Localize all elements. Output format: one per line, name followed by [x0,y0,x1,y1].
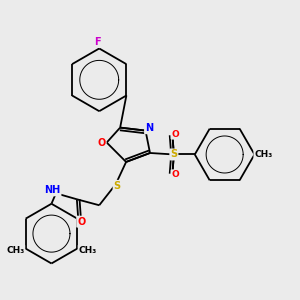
Text: O: O [97,137,106,148]
Text: CH₃: CH₃ [79,245,97,254]
Text: NH: NH [44,185,61,195]
Text: S: S [114,181,121,191]
Text: O: O [77,217,86,227]
Text: N: N [145,123,153,133]
Text: CH₃: CH₃ [6,245,24,254]
Text: O: O [172,130,179,139]
Text: S: S [170,149,178,160]
Text: CH₃: CH₃ [254,150,273,159]
Text: F: F [94,37,101,47]
Text: O: O [172,170,179,179]
